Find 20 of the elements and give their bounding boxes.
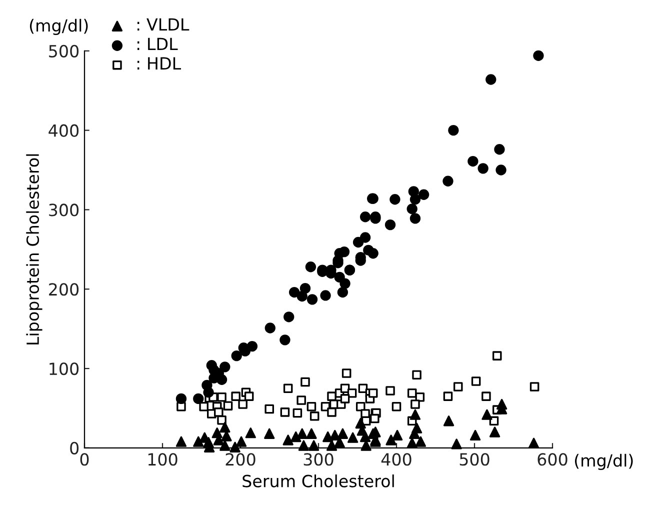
- x-tick-label: 500: [460, 453, 490, 466]
- y-tick-label: 300: [49, 204, 79, 216]
- legend-label: : HDL: [137, 57, 181, 70]
- x-tick-label: 100: [148, 453, 178, 466]
- y-axis-title: Lipoprotein Cholesterol: [26, 154, 42, 344]
- x-axis-title: Serum Cholesterol: [242, 474, 394, 488]
- legend-label: : LDL: [137, 38, 178, 50]
- text: (mg/dl): [574, 454, 633, 470]
- x-tick-label: 300: [304, 453, 334, 466]
- x-tick-label: 200: [226, 453, 256, 466]
- y-tick-label: 500: [49, 44, 79, 58]
- y-tick-label: 100: [50, 362, 79, 376]
- x-tick-label: 400: [381, 453, 412, 466]
- legend-label: : VLDL: [137, 18, 190, 31]
- y-tick-label: 200: [49, 283, 79, 296]
- text: (mg/dl): [30, 18, 88, 36]
- x-tick-label: 0: [80, 453, 89, 466]
- y-tick-label: 400: [48, 124, 79, 137]
- y-tick-label: 0: [70, 442, 79, 454]
- x-tick-label: 600: [538, 453, 568, 466]
